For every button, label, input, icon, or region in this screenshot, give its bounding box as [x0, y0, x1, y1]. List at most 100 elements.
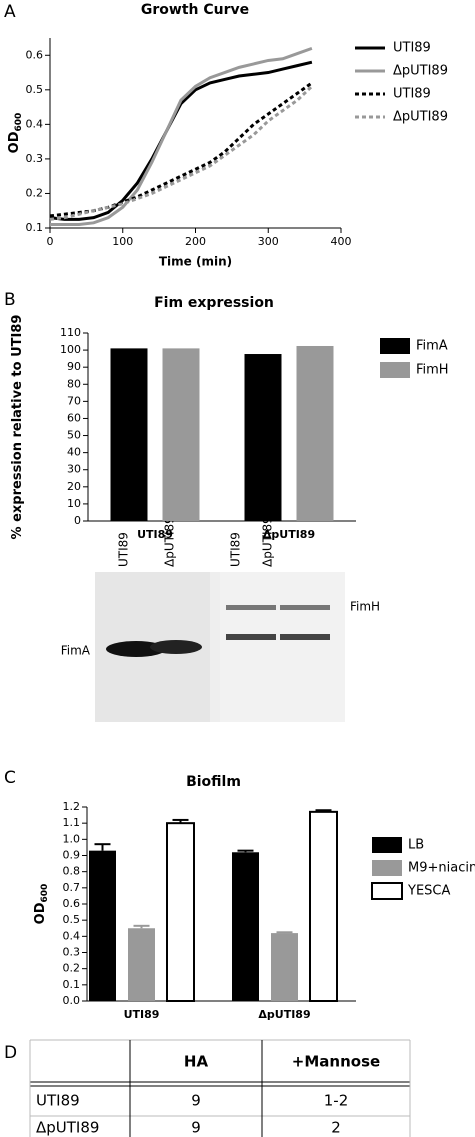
panel-label: B	[4, 290, 16, 310]
blot-band	[226, 605, 276, 610]
blot-right	[220, 572, 345, 722]
y-tick-label: 10	[67, 497, 81, 510]
y-tick-label: 0.1	[63, 978, 81, 991]
legend-label: ΔpUTI89	[393, 64, 448, 79]
x-tick-label: 0	[47, 235, 54, 248]
y-tick-label: 70	[67, 394, 81, 407]
legend-swatch	[372, 860, 402, 876]
panel-label: D	[4, 1043, 17, 1063]
y-tick-label: 0.3	[63, 946, 81, 959]
blot-band	[280, 634, 330, 640]
y-tick-label: 0.0	[63, 994, 81, 1007]
legend-swatch	[380, 338, 410, 354]
bar	[166, 822, 195, 1003]
chart-title: Biofilm	[186, 774, 241, 790]
y-tick-label: 1.0	[63, 832, 81, 845]
line-series	[49, 85, 313, 221]
x-axis-label: Time (min)	[159, 255, 232, 269]
y-tick-label: 0.6	[63, 897, 81, 910]
table-cell: 9	[191, 1119, 201, 1137]
blot-label: FimA	[61, 644, 91, 658]
y-tick-label: 90	[67, 360, 81, 373]
line-series	[50, 46, 313, 227]
lane-label: ΔpUTI89	[163, 516, 177, 567]
x-tick-label: UTI89	[124, 1008, 160, 1021]
panel-label: A	[4, 2, 16, 22]
blot	[95, 572, 345, 722]
bar	[244, 354, 282, 521]
blot-band	[226, 634, 276, 640]
legend-label: YESCA	[407, 884, 450, 899]
y-tick-label: 0.2	[63, 962, 81, 975]
x-tick-label: 100	[112, 235, 133, 248]
blot-band	[106, 641, 166, 657]
bar	[162, 348, 200, 521]
bar	[296, 345, 334, 521]
legend-swatch	[371, 882, 403, 900]
table-cell: UTI89	[36, 1092, 80, 1110]
bar	[128, 928, 155, 1001]
table	[29, 1039, 411, 1137]
lane-label: ΔpUTI89	[261, 516, 275, 567]
blot-label: FimH	[350, 600, 380, 614]
y-axis-label-main: % expression relative to UTI89	[10, 315, 25, 540]
x-tick-label: 400	[331, 235, 352, 248]
y-tick-label: 0.1	[26, 221, 44, 234]
y-tick-label: 1.2	[63, 800, 81, 813]
chart-title: Growth Curve	[141, 2, 249, 18]
y-tick-label: 0.4	[63, 929, 81, 942]
bar	[271, 933, 298, 1001]
y-tick-label: 100	[60, 343, 81, 356]
y-tick-label: 0.5	[63, 913, 81, 926]
table-cell: 9	[191, 1092, 201, 1110]
table-header: HA	[184, 1053, 209, 1071]
y-tick-label: 0	[74, 514, 81, 527]
y-tick-label: 0.8	[63, 865, 81, 878]
y-tick-label: 60	[67, 411, 81, 424]
y-tick-label: 1.1	[63, 816, 81, 829]
legend-label: LB	[408, 838, 424, 853]
legend-swatch	[380, 362, 410, 378]
bar	[89, 850, 116, 1001]
y-axis-label-sub: 600	[14, 113, 24, 132]
x-tick-label: ΔpUTI89	[258, 1008, 310, 1021]
table-cell: 1-2	[324, 1092, 349, 1110]
lane-label: UTI89	[229, 532, 243, 567]
bar	[309, 810, 338, 1002]
y-tick-label: 0.9	[63, 849, 81, 862]
legend-label: FimA	[416, 339, 448, 354]
bar	[232, 852, 259, 1001]
y-axis-label-main: OD	[33, 902, 48, 924]
y-tick-label: 40	[67, 446, 81, 459]
legend-label: ΔpUTI89	[393, 110, 448, 125]
y-axis-label-sub: 600	[40, 884, 50, 903]
x-tick-label: 200	[185, 235, 206, 248]
y-tick-label: 80	[67, 377, 81, 390]
y-tick-label: 0.4	[26, 117, 44, 130]
legend-label: M9+niacin	[408, 861, 475, 876]
y-axis-label: OD600	[7, 113, 24, 154]
y-tick-label: 0.3	[26, 152, 44, 165]
y-tick-label: 0.5	[26, 83, 44, 96]
legend-label: UTI89	[393, 41, 431, 56]
legend-swatch	[372, 837, 402, 853]
chart-title: Fim expression	[154, 295, 274, 311]
blot-band	[280, 605, 330, 610]
y-axis-label: OD600	[33, 884, 50, 925]
blot-band	[150, 640, 202, 654]
y-tick-label: 30	[67, 463, 81, 476]
panel-label: C	[4, 768, 16, 788]
table-header: +Mannose	[292, 1053, 380, 1071]
y-axis-label: % expression relative to UTI89	[10, 315, 25, 540]
x-tick-label: UTI89	[137, 528, 173, 541]
lane-label: UTI89	[117, 532, 131, 567]
legend-label: FimH	[416, 363, 449, 378]
y-tick-label: 50	[67, 429, 81, 442]
bar	[110, 348, 148, 521]
y-tick-label: 0.6	[26, 48, 44, 61]
y-tick-label: 20	[67, 480, 81, 493]
x-tick-label: ΔpUTI89	[263, 528, 315, 541]
legend-label: UTI89	[393, 87, 431, 102]
table-cell: 2	[331, 1119, 341, 1137]
